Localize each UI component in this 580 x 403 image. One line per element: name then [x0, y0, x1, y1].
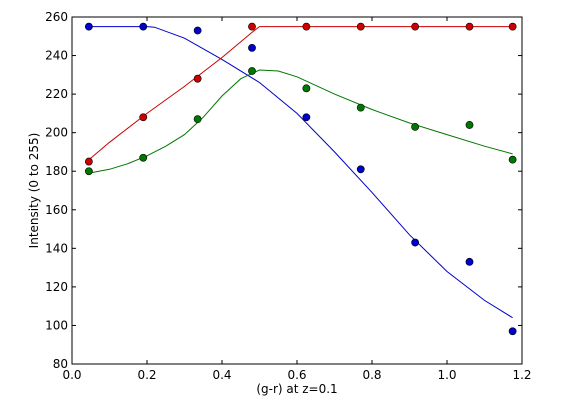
- data-point-series-3: [84, 167, 93, 176]
- data-point-series-3: [508, 155, 517, 164]
- data-point-series-1: [84, 22, 93, 31]
- data-point-series-1: [248, 43, 256, 52]
- axis-ticks: 0.0 0.2 0.4 0.6 0.8 1.0 1.2 80 100 120 140 160 180 20…: [45, 10, 531, 382]
- x-tick-label: 1.0: [437, 368, 456, 382]
- y-tick-label: 80: [53, 357, 68, 371]
- data-point-series-3: [193, 115, 202, 124]
- data-point-series-2: [302, 22, 311, 31]
- x-tick-label: 0.6: [287, 368, 306, 382]
- data-point-series-3: [465, 121, 474, 129]
- data-point-series-2: [356, 22, 365, 31]
- data-point-series-1: [356, 165, 365, 174]
- data-point-series-1: [508, 327, 517, 336]
- plot-area: [71, 16, 523, 365]
- data-point-series-3: [411, 122, 420, 131]
- x-tick-label: 0.0: [62, 368, 81, 382]
- y-tick-label: 260: [45, 10, 68, 24]
- x-tick-label: 0.2: [137, 368, 156, 382]
- data-point-series-2: [465, 22, 474, 31]
- data-point-series-1: [302, 113, 311, 122]
- y-tick-label: 180: [45, 164, 68, 178]
- y-tick-label: 140: [45, 241, 68, 255]
- fit-curve-series-2: [88, 26, 513, 161]
- data-point-series-2: [411, 22, 420, 31]
- data-point-series-1: [193, 26, 202, 35]
- x-tick-label: 0.8: [362, 368, 381, 382]
- data-point-series-1: [411, 238, 420, 247]
- data-point-series-3: [356, 103, 365, 112]
- y-tick-label: 100: [45, 318, 68, 332]
- data-point-series-2: [248, 22, 256, 31]
- data-point-series-3: [302, 84, 311, 93]
- fit-curve-series-1: [88, 26, 513, 319]
- y-axis-label: Intensity (0 to 255): [27, 133, 41, 249]
- data-point-series-3: [139, 153, 148, 162]
- data-points: [84, 22, 517, 336]
- data-point-series-3: [248, 67, 256, 75]
- x-tick-label: 1.2: [512, 368, 531, 382]
- x-tick-label: 0.4: [212, 368, 231, 382]
- x-axis-label: (g-r) at z=0.1: [256, 382, 337, 396]
- data-point-series-2: [84, 157, 93, 166]
- data-point-series-2: [193, 74, 202, 83]
- data-point-series-2: [508, 22, 517, 31]
- y-tick-label: 220: [45, 87, 68, 101]
- y-tick-label: 200: [45, 126, 68, 140]
- data-point-series-2: [139, 113, 148, 122]
- y-tick-label: 160: [45, 203, 68, 217]
- y-tick-label: 240: [45, 49, 68, 63]
- y-tick-label: 120: [45, 280, 68, 294]
- data-point-series-1: [465, 257, 474, 266]
- data-point-series-1: [139, 22, 148, 31]
